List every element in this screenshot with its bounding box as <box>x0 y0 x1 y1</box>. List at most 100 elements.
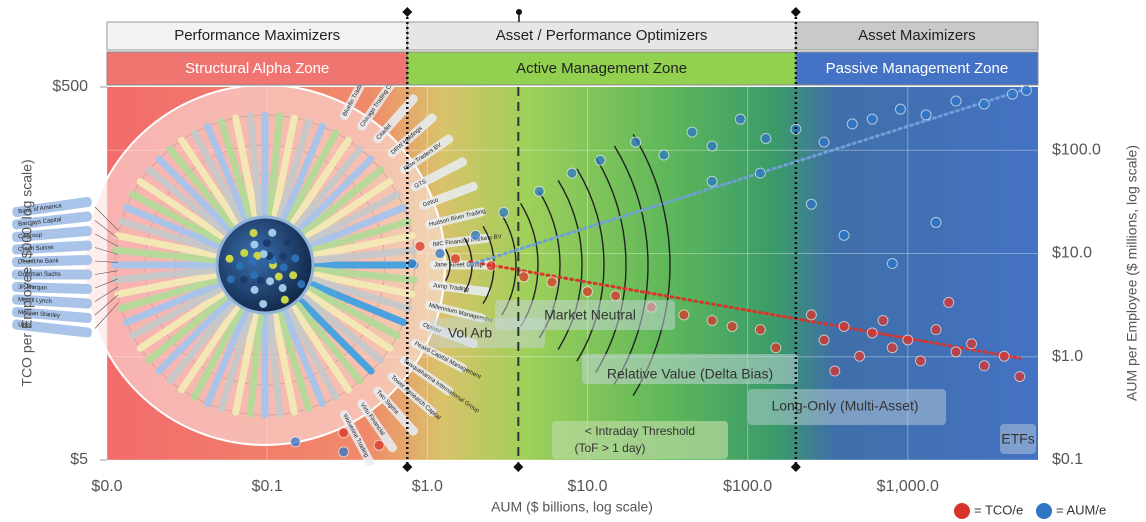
diagram-spoke <box>246 112 264 217</box>
point <box>838 320 850 332</box>
bank-arrow <box>94 278 119 289</box>
trend-line <box>468 86 1031 267</box>
diagram-spoke <box>217 311 254 413</box>
bank-box <box>12 294 92 309</box>
point <box>581 286 593 298</box>
diagram-spoke <box>178 136 240 226</box>
diagram-spoke <box>307 286 401 340</box>
diagram-node <box>249 228 258 237</box>
point <box>610 290 622 302</box>
boundary-marker <box>790 7 801 17</box>
threshold-box <box>552 421 728 459</box>
point <box>678 309 690 321</box>
bank-arrow <box>94 220 119 239</box>
signal-arc <box>576 168 605 362</box>
diagram-spoke <box>266 112 284 217</box>
point <box>866 327 878 339</box>
bank-arrow <box>94 247 119 255</box>
diagram-spoke <box>114 271 218 298</box>
diagram-spoke <box>313 266 418 284</box>
point <box>726 320 738 332</box>
firm-box <box>387 372 437 417</box>
header-label: Performance Maximizers <box>174 27 340 44</box>
diagram-spoke <box>304 178 394 240</box>
point <box>533 185 545 197</box>
diagram-spoke <box>311 217 413 254</box>
trend-line <box>468 259 1022 360</box>
zone-box <box>406 51 797 86</box>
diagram-spoke <box>217 117 254 219</box>
diagram-node <box>279 252 288 261</box>
diagram-spoke <box>309 204 408 249</box>
point <box>546 276 558 288</box>
diagram-spoke <box>290 304 352 394</box>
legend-label: = AUM/e <box>1056 502 1106 517</box>
point <box>630 136 642 148</box>
point <box>498 206 510 218</box>
bank-entry: Barclays Capital <box>12 211 92 230</box>
bank-arrow <box>94 286 119 302</box>
x-tick-label: $0.1 <box>252 478 283 495</box>
point <box>886 342 898 354</box>
firm-label: Jane Street Group <box>434 263 484 269</box>
diagram-spoke <box>266 313 284 418</box>
bank-box <box>12 196 92 218</box>
firm-box <box>357 77 397 131</box>
firm-box <box>400 134 454 174</box>
firm-entry: Getco <box>418 181 478 210</box>
diagram-spoke <box>145 294 229 364</box>
diagram-node <box>250 285 259 294</box>
bank-entry: Goldman Sachs <box>12 269 92 280</box>
strategy-labels: Vol Arb Market Neutral Relative Value (D… <box>430 300 1036 459</box>
diagram-node <box>283 238 292 247</box>
signal-arc <box>595 156 627 374</box>
firm-label: GTS <box>414 179 428 190</box>
point <box>566 167 578 179</box>
x-tick-label: $0.0 <box>91 478 122 495</box>
strategy-label: ETFs <box>1001 431 1034 447</box>
boundary-marker <box>402 7 413 17</box>
bank-entry: Morgan Stanley <box>12 306 92 324</box>
diagram-node <box>279 263 288 272</box>
point <box>485 260 497 272</box>
legend-label: = TCO/e <box>974 502 1023 517</box>
diagram-spoke <box>313 246 418 264</box>
diagram-spoke <box>304 290 394 352</box>
point <box>854 350 866 362</box>
point <box>518 271 530 283</box>
diagram-spoke <box>129 286 223 340</box>
diagram-spoke <box>129 190 223 244</box>
diagram-spoke <box>281 122 326 221</box>
point <box>805 309 817 321</box>
diagram-node <box>225 254 234 263</box>
firm-box <box>425 300 486 323</box>
diagram-spoke <box>312 271 416 298</box>
point <box>877 314 889 326</box>
point <box>1020 84 1032 96</box>
point <box>886 258 898 270</box>
bank-label: UBS <box>18 322 31 329</box>
diagram-spoke <box>312 232 416 259</box>
diagram-spoke <box>232 114 259 218</box>
diagram-node <box>250 240 259 249</box>
diagram-spoke <box>190 129 244 223</box>
diagram-spoke <box>281 309 326 408</box>
bank-label: Credit Suisse <box>18 245 55 253</box>
threshold-label: (ToF > 1 day) <box>574 441 645 455</box>
diagram-spoke <box>190 307 244 401</box>
firm-box <box>339 409 375 467</box>
firm-box <box>357 399 397 453</box>
diagram-spoke <box>294 301 364 385</box>
firm-box <box>410 157 467 192</box>
diagram-spoke <box>145 166 229 236</box>
point <box>829 365 841 377</box>
diagram-core <box>215 215 315 315</box>
point <box>838 229 850 241</box>
x-tick-label: $100.0 <box>723 478 772 495</box>
bank-box <box>11 254 93 268</box>
firm-box <box>387 113 437 158</box>
diagram-node <box>280 295 289 304</box>
point <box>706 175 718 187</box>
bank-box <box>12 269 92 280</box>
